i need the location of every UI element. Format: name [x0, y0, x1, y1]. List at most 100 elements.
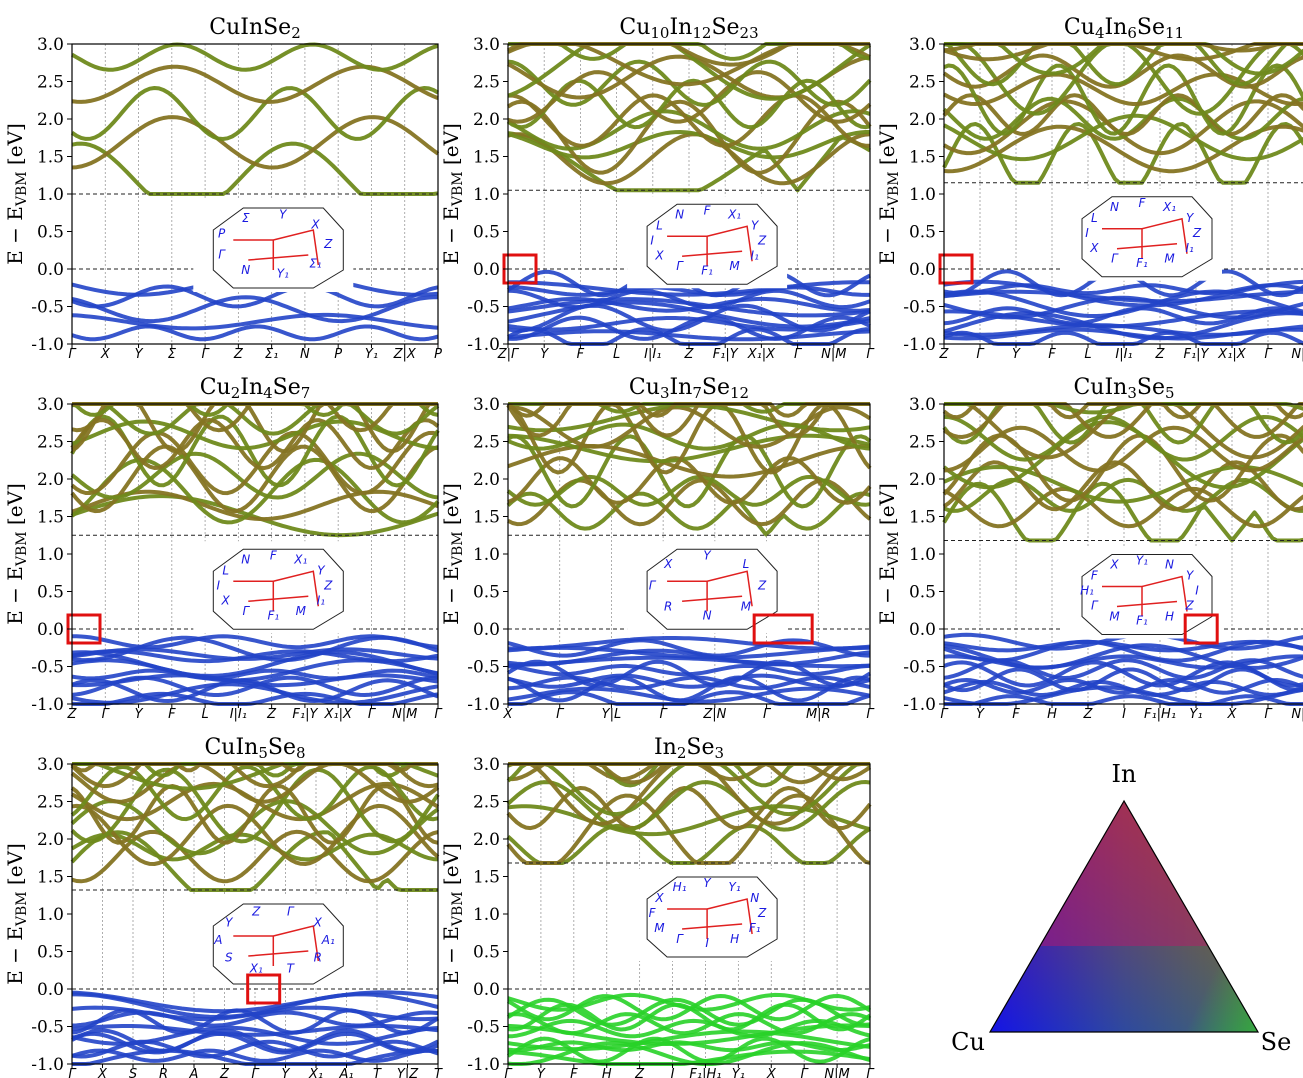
x-tick-label: Z|Γ: [497, 347, 520, 362]
valence-band-line: [71, 658, 439, 683]
bz-point-label: Γ: [649, 578, 657, 592]
bz-point-label: P: [218, 227, 226, 241]
x-tick-label: F: [577, 347, 585, 362]
y-tick-label: 2.0: [37, 830, 64, 850]
conduction-band-line: [506, 474, 871, 507]
bz-point-label: Z: [323, 237, 333, 251]
y-axis-label-subscript: VBM: [14, 531, 30, 567]
y-tick-label: -1.0: [467, 1055, 500, 1075]
y-tick-label: 3.0: [37, 35, 64, 55]
x-tick-label: X: [1227, 707, 1238, 722]
bz-point-label: I₁: [317, 593, 326, 607]
bz-point-label: X: [654, 248, 664, 262]
bz-point-label: A₁: [321, 933, 335, 947]
bz-point-label: F₁: [267, 608, 279, 622]
x-tick-label: Σ: [168, 347, 177, 362]
bz-point-label: N: [241, 263, 250, 277]
bz-point-label: N: [675, 207, 684, 221]
bz-point-label: N: [703, 608, 712, 622]
bz-point-label: Γ: [287, 904, 295, 918]
bz-point-label: X: [1109, 558, 1119, 572]
bz-point-label: I: [705, 936, 709, 950]
x-tick-label: N: [300, 347, 310, 362]
y-tick-label: 1.5: [909, 508, 936, 528]
y-axis-label: E − EVBM [eV]: [3, 483, 30, 625]
bz-point-label: M: [741, 599, 752, 613]
x-tick-label: Z|N: [702, 707, 726, 722]
bz-point-label: N: [241, 552, 250, 566]
valence-band-line: [71, 682, 439, 705]
title-text: CuInSe: [209, 15, 291, 40]
valence-band-line: [71, 1048, 439, 1063]
y-tick-label: -0.5: [31, 298, 64, 318]
bz-point-label: L: [1091, 211, 1098, 225]
x-tick-label: Γ: [201, 347, 210, 362]
y-tick-label: 2.5: [909, 433, 936, 453]
y-axis-label-part: E − E: [439, 566, 463, 625]
y-tick-label: 1.5: [473, 868, 500, 888]
valence-band-line: [507, 1018, 871, 1039]
x-tick-label: Y₁: [365, 347, 378, 362]
y-tick-label: 1.0: [37, 905, 64, 925]
x-tick-label: Z: [1083, 707, 1094, 722]
bz-point-label: X₁: [1162, 200, 1176, 214]
legend-triangle-fill-3: [1040, 801, 1208, 946]
conduction-band-line: [507, 405, 872, 449]
title-text: Cu: [1064, 15, 1095, 40]
conduction-band-line: [507, 70, 872, 124]
y-tick-label: 1.5: [473, 508, 500, 528]
y-tick-label: -1.0: [903, 335, 936, 355]
brillouin-zone-outline: [646, 548, 778, 630]
y-tick-label: 0.5: [909, 223, 936, 243]
bz-point-label: X: [654, 891, 664, 905]
title-text: Cu: [629, 375, 660, 400]
x-tick-label: Γ: [68, 347, 77, 362]
x-tick-label: Z: [67, 707, 78, 722]
bz-point-label: I₁: [751, 248, 760, 262]
bz-point-label: F₁: [1136, 256, 1148, 270]
y-axis-label-subscript: VBM: [886, 171, 902, 207]
x-tick-label: Y|L: [602, 707, 622, 722]
x-tick-label: Y₁: [732, 1067, 745, 1078]
bz-point-label: Y: [1186, 211, 1195, 225]
valence-band-line: [71, 312, 439, 331]
x-tick-label: Y: [135, 707, 144, 722]
y-axis-label: E − EVBM [eV]: [875, 483, 902, 625]
x-tick-label: Γ: [866, 707, 875, 722]
y-tick-label: 2.5: [909, 73, 936, 93]
brillouin-zone-outline: [1081, 196, 1213, 278]
y-tick-label: 0.0: [37, 620, 64, 640]
y-axis-label-part: E − E: [439, 926, 463, 985]
x-tick-label: I: [671, 1067, 675, 1078]
title-subscript: 2: [677, 744, 687, 762]
x-tick-label: X₁: [308, 1067, 323, 1078]
bz-point-label: F: [270, 548, 278, 562]
x-tick-label: X: [97, 1067, 108, 1078]
band-panel-5: Cu3In7Se12ZMNRΓXYL3.02.52.01.51.00.50.0-…: [439, 375, 875, 722]
x-tick-label: A₁: [338, 1067, 353, 1078]
valence-band-line: [507, 315, 871, 341]
x-tick-label: F₁|Y: [713, 347, 739, 362]
y-axis-label-part: [eV]: [875, 483, 899, 531]
y-tick-label: 3.0: [909, 395, 936, 415]
conduction-band-line: [506, 780, 871, 832]
conduction-band-line: [507, 456, 872, 505]
y-tick-label: 2.0: [473, 830, 500, 850]
y-tick-label: 0.0: [37, 980, 64, 1000]
title-text: Cu: [619, 15, 650, 40]
x-tick-label: I: [1122, 707, 1126, 722]
bz-point-label: M: [296, 604, 307, 618]
bz-point-label: Y: [279, 207, 288, 221]
y-tick-label: -1.0: [31, 335, 64, 355]
title-subscript: 12: [730, 384, 749, 402]
bz-point-label: I: [1085, 226, 1089, 240]
y-tick-label: 3.0: [37, 755, 64, 775]
composition-color-legend: In Cu Se: [951, 760, 1291, 1056]
conduction-band-line: [943, 486, 1303, 529]
y-axis-label-part: E − E: [875, 566, 899, 625]
x-tick-label: X₁|X: [747, 347, 776, 362]
y-axis-label-part: [eV]: [439, 123, 463, 171]
title-subscript: 2: [231, 384, 241, 402]
y-tick-label: -1.0: [31, 1055, 64, 1075]
